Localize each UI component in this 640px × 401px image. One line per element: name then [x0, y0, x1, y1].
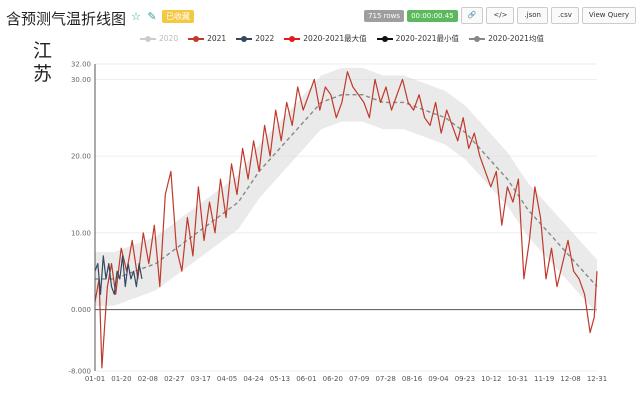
toolbar: 715 rows 00:00:00.45 🔗 </> .json .csv Vi… [364, 7, 636, 24]
chart-legend: 2020 2021 2022 2020-2021最大值 2020-2021最小值… [140, 33, 544, 44]
page-title: 含预测气温折线图 [6, 10, 127, 28]
y-tick-label: 0.000 [71, 306, 91, 314]
x-tick-label: 06-01 [296, 375, 316, 383]
x-tick-label: 11-19 [534, 375, 554, 383]
x-tick-label: 08-16 [402, 375, 423, 383]
x-tick-label: 03-17 [191, 375, 211, 383]
x-tick-label: 05-13 [270, 375, 290, 383]
y-axis: -8.000 0.000 10.00 20.00 30.00 32.00 [68, 61, 96, 376]
x-tick-label: 07-28 [375, 375, 395, 383]
x-tick-label: 07-09 [349, 375, 369, 383]
y-tick-label: 32.00 [71, 61, 91, 69]
x-tick-label: 02-08 [138, 375, 158, 383]
legend-2021[interactable]: 2021 [188, 33, 226, 44]
legend-max[interactable]: 2020-2021最大值 [284, 33, 367, 44]
x-tick-label: 01-01 [85, 375, 105, 383]
legend-avg[interactable]: 2020-2021均值 [469, 33, 544, 44]
y-tick-label: 10.00 [71, 229, 91, 237]
legend-2022[interactable]: 2022 [236, 33, 274, 44]
x-tick-label: 02-27 [164, 375, 184, 383]
view-query-button[interactable]: View Query [581, 7, 636, 24]
x-tick-label: 12-08 [560, 375, 580, 383]
y-tick-label: 20.00 [71, 153, 91, 161]
y-tick-label: 30.00 [71, 76, 91, 84]
x-tick-label: 09-23 [455, 375, 475, 383]
x-tick-label: 04-24 [243, 375, 264, 383]
edit-icon[interactable]: ✎ [147, 10, 157, 23]
export-csv-button[interactable]: .csv [551, 7, 579, 24]
x-tick-label: 10-31 [508, 375, 528, 383]
series-lines [94, 71, 598, 369]
x-tick-label: 06-20 [323, 375, 343, 383]
legend-2020[interactable]: 2020 [140, 33, 178, 44]
min-max-band [95, 67, 597, 314]
x-tick-label: 09-04 [428, 375, 449, 383]
export-json-button[interactable]: .json [517, 7, 548, 24]
favorite-badge: 已收藏 [162, 10, 194, 23]
title-icons: ☆ ✎ 已收藏 [130, 10, 194, 23]
series-2021-line [94, 71, 598, 369]
query-time-badge: 00:00:00.45 [407, 9, 458, 22]
y-tick-label: -8.000 [68, 368, 91, 376]
province-label: 江苏 [33, 40, 53, 85]
x-tick-label: 04-05 [217, 375, 237, 383]
x-tick-label: 12-31 [587, 375, 607, 383]
avg-series-line [95, 94, 598, 288]
star-icon[interactable]: ☆ [131, 10, 141, 23]
x-tick-label: 10-12 [481, 375, 501, 383]
row-count-badge: 715 rows [364, 9, 405, 22]
x-axis: 01-01 01-20 02-08 02-27 03-17 04-05 04-24 05-13… [85, 375, 607, 383]
legend-min[interactable]: 2020-2021最小值 [376, 33, 459, 44]
range-band [95, 67, 597, 314]
series-2022-line [94, 255, 143, 295]
link-icon[interactable]: 🔗 [460, 7, 484, 24]
x-tick-label: 01-20 [111, 375, 131, 383]
embed-code-icon[interactable]: </> [486, 7, 515, 24]
